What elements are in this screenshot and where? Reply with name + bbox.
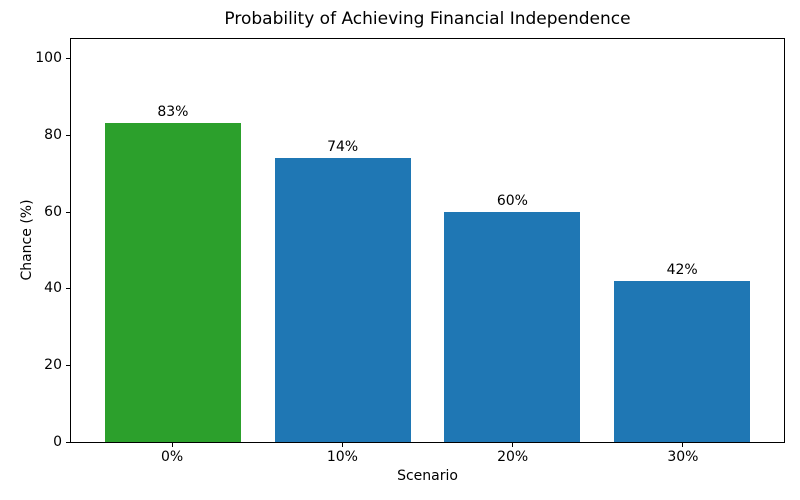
bar (444, 211, 581, 442)
x-tick-mark (341, 443, 343, 447)
x-tick-label: 0% (161, 449, 184, 465)
x-axis-ticks: 0% 10% 20% 30% (70, 443, 785, 465)
plot-area: 0 20 40 60 80 100 83% 74% 60% 42% (35, 38, 785, 449)
y-tick-label: 80 (44, 126, 62, 143)
y-axis-label: Chance (%) (19, 199, 35, 281)
bar (614, 280, 751, 442)
bar-slot: 60% (428, 39, 598, 442)
bar-value-label: 74% (327, 138, 359, 155)
x-tick-label: 30% (667, 449, 699, 465)
y-tick-label: 0 (53, 434, 62, 450)
y-tick-mark (66, 58, 70, 60)
y-tick-mark (66, 211, 70, 213)
x-tick-mark (171, 443, 173, 447)
y-tick-mark (66, 134, 70, 136)
bar-value-label: 83% (157, 104, 189, 121)
x-tick-mark (682, 443, 684, 447)
x-tick-label: 20% (497, 449, 529, 465)
x-tick-slot: 0% (87, 443, 257, 465)
x-tick-slot: 10% (257, 443, 427, 465)
bar (274, 157, 411, 442)
bar (104, 123, 241, 442)
bar-value-label: 60% (496, 192, 528, 209)
y-tick-label: 40 (44, 280, 62, 297)
y-tick-mark (66, 442, 70, 443)
y-tick-label: 20 (44, 357, 62, 374)
y-tick-label: 100 (35, 50, 62, 67)
y-tick-label: 60 (44, 203, 62, 220)
y-tick-mark (66, 365, 70, 367)
x-tick-label: 10% (326, 449, 358, 465)
x-tick-slot: 30% (598, 443, 768, 465)
chart-title: Probability of Achieving Financial Indep… (224, 9, 631, 29)
bar-slot: 74% (258, 39, 428, 442)
bar-slot: 83% (88, 39, 258, 442)
x-tick-slot: 20% (428, 443, 598, 465)
y-tick-mark (66, 288, 70, 290)
bar-slot: 42% (597, 39, 767, 442)
x-tick-mark (512, 443, 514, 447)
bars-container: 83% 74% 60% 42% (71, 39, 784, 442)
y-axis-ticks: 0 20 40 60 80 100 (35, 39, 784, 449)
x-axis-label: Scenario (397, 468, 458, 484)
bar-value-label: 42% (666, 261, 698, 278)
